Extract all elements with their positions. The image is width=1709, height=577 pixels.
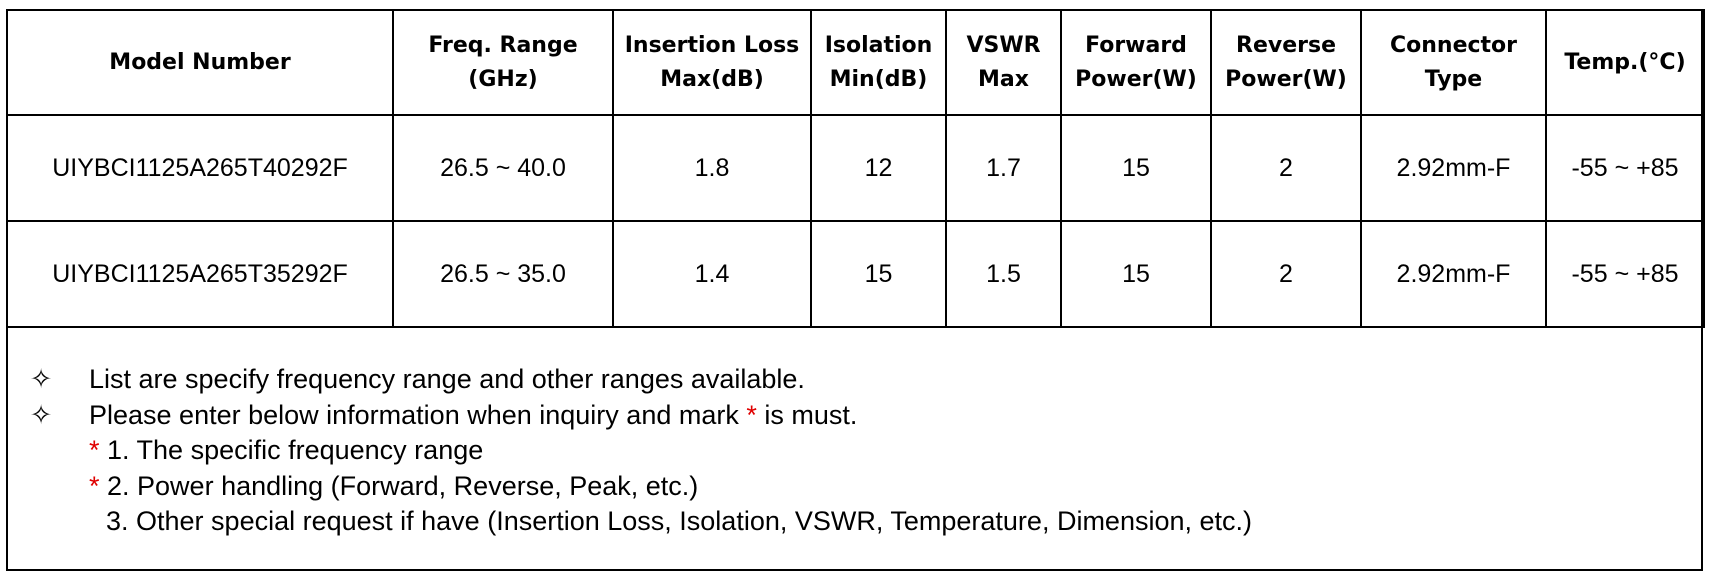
subitem-text: 3. Other special request if have (Insert… [106, 506, 1253, 536]
star-bullet-icon: ✧ [29, 399, 53, 430]
header-connector-type: Connector Type [1360, 9, 1547, 116]
required-mark: * [89, 470, 100, 501]
cell-insertion-loss: 1.4 [612, 220, 812, 328]
spec-table: Model Number Freq. Range (GHz) Insertion … [6, 9, 1705, 328]
table-row: UIYBCI1125A265T40292F 26.5 ~ 40.0 1.8 12… [6, 114, 1705, 222]
cell-freq-range: 26.5 ~ 35.0 [392, 220, 614, 328]
cell-forward-power: 15 [1060, 220, 1212, 328]
cell-temperature: -55 ~ +85 [1545, 220, 1705, 328]
cell-model-number: UIYBCI1125A265T35292F [6, 220, 394, 328]
subitem-text: * 1. The specific frequency range [89, 435, 484, 465]
required-mark: * [746, 399, 757, 430]
cell-model-number: UIYBCI1125A265T40292F [6, 114, 394, 222]
cell-reverse-power: 2 [1210, 220, 1362, 328]
cell-freq-range: 26.5 ~ 40.0 [392, 114, 614, 222]
cell-insertion-loss: 1.8 [612, 114, 812, 222]
table-row: UIYBCI1125A265T35292F 26.5 ~ 35.0 1.4 15… [6, 220, 1705, 328]
header-reverse-power: Reverse Power(W) [1210, 9, 1362, 116]
header-forward-power: Forward Power(W) [1060, 9, 1212, 116]
cell-connector-type: 2.92mm-F [1360, 114, 1547, 222]
header-model-number: Model Number [6, 9, 394, 116]
note-text: Please enter below information when inqu… [89, 399, 858, 430]
header-vswr: VSWR Max [945, 9, 1062, 116]
cell-reverse-power: 2 [1210, 114, 1362, 222]
header-row: Model Number Freq. Range (GHz) Insertion … [6, 9, 1705, 116]
header-freq-range: Freq. Range (GHz) [392, 9, 614, 116]
required-mark: * [89, 435, 100, 465]
cell-vswr: 1.5 [945, 220, 1062, 328]
header-temperature: Temp.(°C) [1545, 9, 1705, 116]
note-text: List are specify frequency range and oth… [89, 364, 805, 394]
header-isolation: Isolation Min(dB) [810, 9, 947, 116]
cell-isolation: 15 [810, 220, 947, 328]
subitem-text: * 2. Power handling (Forward, Reverse, P… [89, 470, 699, 501]
star-bullet-icon: ✧ [29, 364, 53, 394]
cell-isolation: 12 [810, 114, 947, 222]
cell-connector-type: 2.92mm-F [1360, 220, 1547, 328]
cell-temperature: -55 ~ +85 [1545, 114, 1705, 222]
cell-forward-power: 15 [1060, 114, 1212, 222]
cell-vswr: 1.7 [945, 114, 1062, 222]
header-insertion-loss: Insertion Loss Max(dB) [612, 9, 812, 116]
